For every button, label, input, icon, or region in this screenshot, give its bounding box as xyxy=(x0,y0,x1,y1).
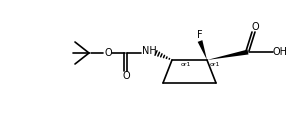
Text: F: F xyxy=(197,30,203,40)
Text: or1: or1 xyxy=(181,61,191,67)
Text: OH: OH xyxy=(272,47,288,57)
Text: O: O xyxy=(251,22,259,32)
Text: O: O xyxy=(104,48,112,58)
Polygon shape xyxy=(198,40,207,60)
Text: NH: NH xyxy=(142,46,156,56)
Text: or1: or1 xyxy=(210,62,220,67)
Polygon shape xyxy=(207,50,248,60)
Text: O: O xyxy=(122,71,130,81)
